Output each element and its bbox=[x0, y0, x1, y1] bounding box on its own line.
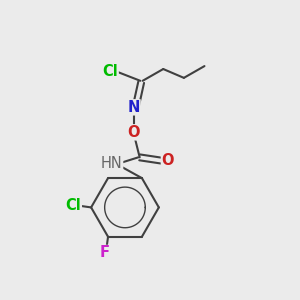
Text: HN: HN bbox=[101, 156, 123, 171]
Text: Cl: Cl bbox=[102, 64, 118, 80]
Text: O: O bbox=[128, 125, 140, 140]
Text: Cl: Cl bbox=[66, 198, 81, 213]
Text: N: N bbox=[128, 100, 140, 115]
Text: F: F bbox=[100, 245, 110, 260]
Text: O: O bbox=[161, 153, 174, 168]
